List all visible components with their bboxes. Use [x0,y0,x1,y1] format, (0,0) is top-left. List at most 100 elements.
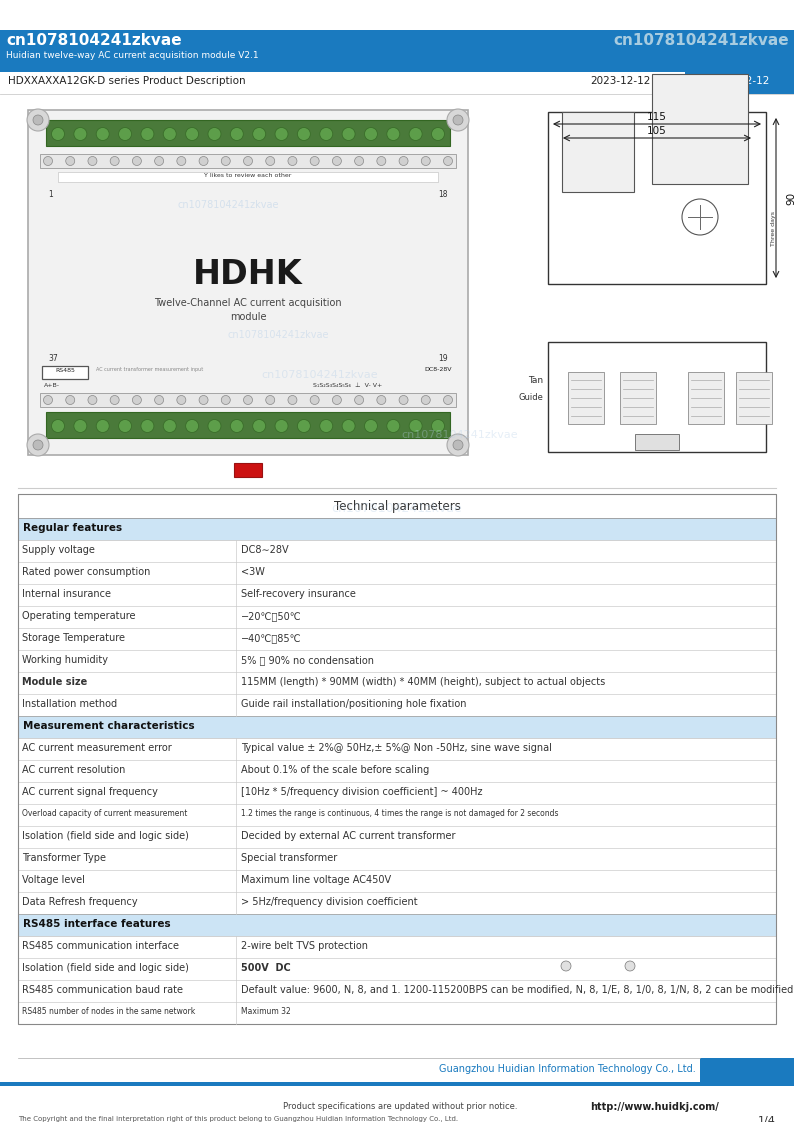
Text: Isolation (field side and logic side): Isolation (field side and logic side) [22,831,189,842]
Text: Installation method: Installation method [22,699,118,709]
Bar [58,172,438,182]
Circle shape [409,420,422,432]
Text: AC current transformer measurement input: AC current transformer measurement input [96,367,203,373]
Text: RS485 communication baud rate: RS485 communication baud rate [22,985,183,995]
Text: 115MM (length) * 90MM (width) * 40MM (height), subject to actual objects: 115MM (length) * 90MM (width) * 40MM (he… [241,677,605,687]
Text: RS485: RS485 [55,368,75,373]
Circle shape [74,128,87,140]
Text: 105: 105 [647,126,667,136]
Text: Maximum line voltage AC450V: Maximum line voltage AC450V [241,875,391,885]
Circle shape [208,128,221,140]
Text: Regular features: Regular features [23,523,122,533]
Circle shape [342,420,355,432]
Circle shape [377,395,386,405]
Text: DC8-28V: DC8-28V [425,367,452,373]
Text: Module size: Module size [22,677,87,687]
Text: 1/4: 1/4 [758,1116,776,1122]
Circle shape [52,128,64,140]
Circle shape [625,962,635,971]
Text: Operating temperature: Operating temperature [22,611,136,620]
Bar [688,373,724,424]
Text: A+B-: A+B- [44,383,60,388]
Text: Decided by external AC current transformer: Decided by external AC current transform… [241,831,456,842]
Circle shape [422,395,430,405]
Text: cn1078104241zkvae: cn1078104241zkvae [262,370,378,380]
Circle shape [298,420,310,432]
Bar [652,74,748,184]
Text: Tan: Tan [528,376,543,385]
Circle shape [222,395,230,405]
Circle shape [431,420,445,432]
Circle shape [310,395,319,405]
Text: [10Hz * 5/frequency division coefficient] ~ 400Hz: [10Hz * 5/frequency division coefficient… [241,787,483,797]
Bar [620,373,656,424]
Bar [18,870,776,892]
Text: Typical value ± 2%@ 50Hz,± 5%@ Non -50Hz, sine wave signal: Typical value ± 2%@ 50Hz,± 5%@ Non -50Hz… [241,743,552,753]
Circle shape [88,156,97,166]
Circle shape [110,156,119,166]
Bar [548,342,766,452]
Circle shape [310,156,319,166]
Circle shape [447,434,469,456]
Circle shape [333,156,341,166]
Circle shape [399,395,408,405]
Circle shape [230,128,243,140]
Text: Three days: Three days [771,211,776,246]
Text: cn1078104241zkvae: cn1078104241zkvae [177,200,279,210]
Circle shape [399,156,408,166]
Bar [18,606,776,628]
Text: Technical parameters: Technical parameters [333,500,461,513]
Circle shape [133,156,141,166]
Text: 5% ～ 90% no condensation: 5% ～ 90% no condensation [241,655,374,665]
Text: Isolation (field side and logic side): Isolation (field side and logic side) [22,963,189,973]
Bar [18,695,776,716]
Circle shape [66,156,75,166]
Text: Product specifications are updated without prior notice.: Product specifications are updated witho… [283,1102,517,1111]
Text: RS485 communication interface: RS485 communication interface [22,941,179,951]
Text: cn1078104241zkvae: cn1078104241zkvae [614,33,789,48]
Circle shape [453,440,463,450]
Bar [18,738,776,760]
Text: AC current resolution: AC current resolution [22,765,125,775]
Text: Special transformer: Special transformer [241,853,337,863]
Bar [18,716,776,738]
Circle shape [409,128,422,140]
Text: −40℃～85℃: −40℃～85℃ [241,633,302,643]
Bar [568,373,604,424]
Bar [18,914,776,936]
Bar [18,782,776,804]
Text: cn1078104241zkvae: cn1078104241zkvae [402,430,518,440]
Bar [18,494,776,518]
Circle shape [387,128,400,140]
Bar [18,848,776,870]
Bar [18,760,776,782]
Text: cn1078104241zkvae: cn1078104241zkvae [6,33,182,48]
Text: Guide rail installation/positioning hole fixation: Guide rail installation/positioning hole… [241,699,467,709]
Text: Y likes to review each other: Y likes to review each other [204,173,291,178]
Bar [0,30,794,72]
Text: The Copyright and the final interpretation right of this product belong to Guang: The Copyright and the final interpretati… [18,1116,458,1122]
Circle shape [320,420,333,432]
Bar [18,804,776,826]
Bar [18,936,776,958]
Bar [18,518,776,540]
Text: DC8∼28V: DC8∼28V [241,545,289,555]
Text: cn1078104241zkvae: cn1078104241zkvae [227,330,329,340]
Text: Twelve-Channel AC current acquisition: Twelve-Channel AC current acquisition [154,298,341,309]
Circle shape [118,128,132,140]
Text: cn1078104241zkvae: cn1078104241zkvae [332,502,462,515]
Text: Maximum 32: Maximum 32 [241,1008,291,1017]
Circle shape [186,420,198,432]
Bar [42,366,88,379]
Bar [18,1002,776,1024]
Text: −20℃～50℃: −20℃～50℃ [241,611,302,620]
Bar [562,112,634,192]
Text: 115: 115 [647,112,667,122]
Circle shape [230,420,243,432]
Bar [40,393,456,407]
Bar [635,434,679,450]
Circle shape [118,420,132,432]
Text: Voltage level: Voltage level [22,875,85,885]
Bar [18,980,776,1002]
Text: Self-recovery insurance: Self-recovery insurance [241,589,356,599]
